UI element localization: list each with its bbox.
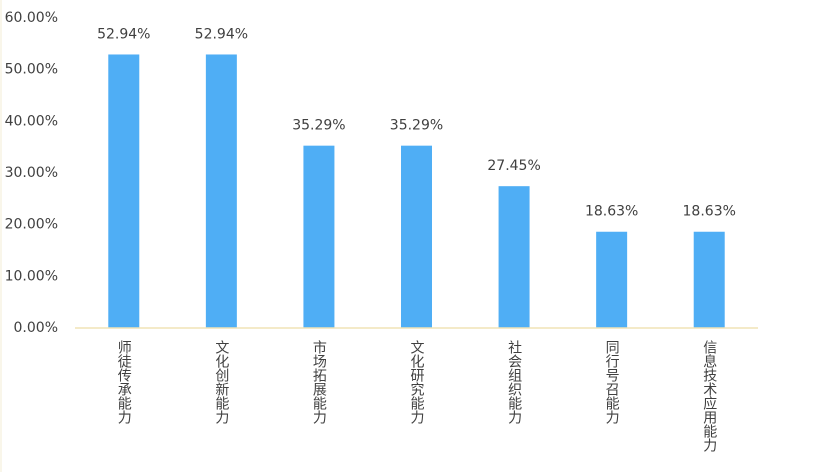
bar bbox=[498, 186, 530, 328]
value-label: 18.63% bbox=[585, 204, 638, 220]
x-tick-label: 文化创新能力 bbox=[213, 340, 229, 425]
value-label: 52.94% bbox=[97, 26, 150, 42]
value-label: 52.94% bbox=[195, 26, 248, 42]
bar bbox=[401, 145, 432, 328]
y-tick-label: 50.00% bbox=[5, 62, 58, 78]
x-tick-label: 社会组织能力 bbox=[506, 340, 522, 425]
y-tick-label: 10.00% bbox=[5, 268, 58, 284]
value-label: 18.63% bbox=[683, 204, 736, 220]
x-tick-label: 同行号召能力 bbox=[604, 340, 620, 425]
bar bbox=[205, 54, 237, 329]
x-tick-label: 师徒传承能力 bbox=[116, 340, 132, 425]
bar bbox=[108, 54, 140, 329]
x-tick-label: 信息技术应用能力 bbox=[701, 340, 717, 453]
bar bbox=[596, 231, 628, 328]
y-tick-label: 60.00% bbox=[5, 10, 58, 26]
bar bbox=[303, 145, 335, 328]
y-tick-label: 0.00% bbox=[14, 320, 58, 336]
y-tick-label: 30.00% bbox=[5, 165, 58, 181]
value-label: 27.45% bbox=[487, 158, 540, 174]
y-tick-label: 40.00% bbox=[5, 113, 58, 129]
value-label: 35.29% bbox=[292, 118, 345, 134]
bar bbox=[693, 231, 725, 328]
value-label: 35.29% bbox=[390, 118, 443, 134]
y-tick-label: 20.00% bbox=[5, 217, 58, 233]
x-tick-label: 市场拓展能力 bbox=[311, 339, 327, 425]
x-tick-label: 文化研究能力 bbox=[409, 340, 425, 425]
